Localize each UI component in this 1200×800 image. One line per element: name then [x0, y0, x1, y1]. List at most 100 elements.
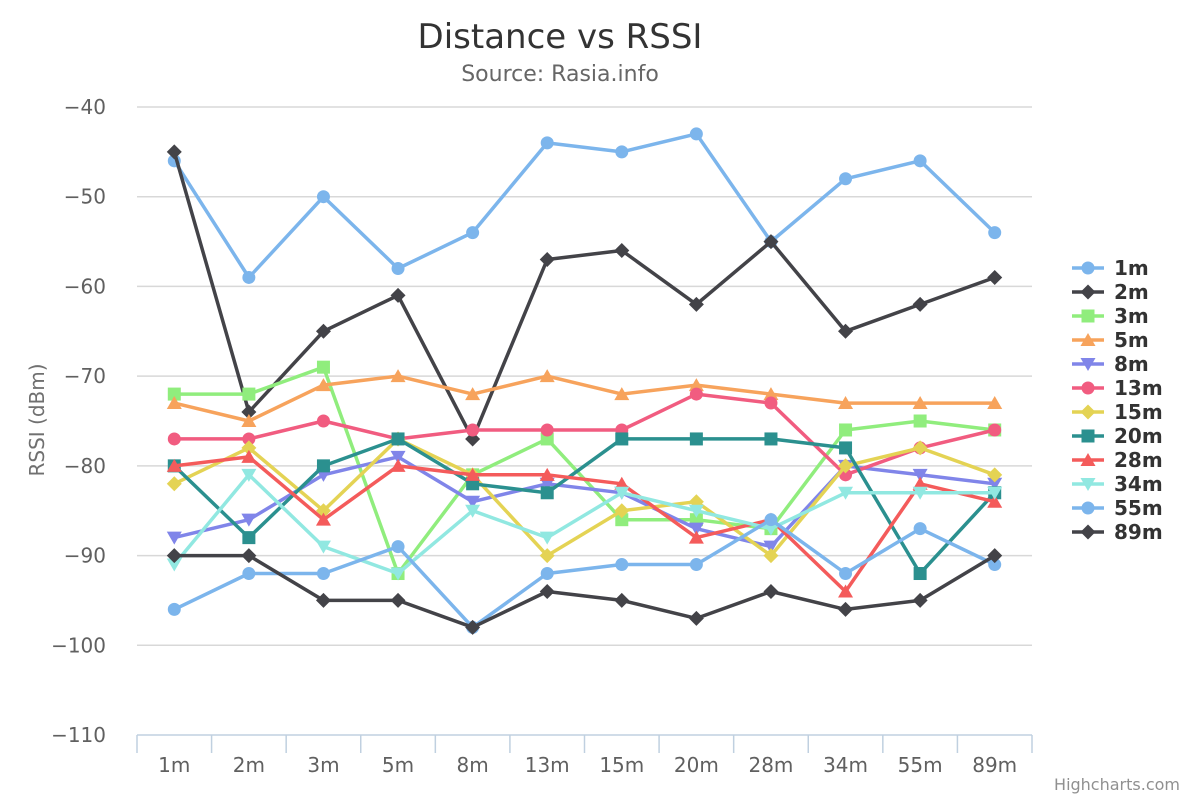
legend-item[interactable]: 8m — [1072, 352, 1149, 376]
data-point[interactable] — [540, 136, 554, 150]
data-point[interactable] — [763, 583, 779, 599]
data-point[interactable] — [390, 287, 406, 303]
data-point[interactable] — [242, 567, 256, 581]
data-point[interactable] — [540, 423, 554, 437]
data-point[interactable] — [241, 513, 257, 527]
data-point[interactable] — [540, 567, 554, 581]
legend-symbol[interactable] — [1080, 333, 1096, 346]
data-point[interactable] — [465, 467, 481, 481]
data-point[interactable] — [166, 531, 182, 545]
data-point[interactable] — [316, 360, 330, 374]
data-point[interactable] — [241, 548, 257, 564]
data-point[interactable] — [390, 567, 406, 581]
data-point[interactable] — [763, 548, 779, 564]
data-point[interactable] — [839, 172, 853, 186]
legend-item[interactable]: 34m — [1072, 472, 1163, 496]
data-point[interactable] — [316, 459, 330, 473]
data-point[interactable] — [688, 610, 704, 626]
data-point[interactable] — [614, 503, 630, 519]
data-point[interactable] — [391, 540, 405, 554]
data-point[interactable] — [390, 369, 406, 383]
data-point[interactable] — [242, 531, 256, 545]
data-point[interactable] — [912, 592, 928, 608]
data-point[interactable] — [391, 432, 405, 446]
data-point[interactable] — [242, 432, 256, 446]
data-point[interactable] — [988, 226, 1002, 240]
data-point[interactable] — [166, 396, 182, 410]
data-point[interactable] — [166, 476, 182, 492]
data-point[interactable] — [539, 467, 555, 481]
data-point[interactable] — [390, 450, 406, 464]
data-point[interactable] — [912, 486, 928, 500]
data-point[interactable] — [987, 269, 1003, 285]
legend-symbol[interactable] — [1080, 404, 1096, 420]
legend-item[interactable]: 5m — [1072, 328, 1149, 352]
data-point[interactable] — [614, 486, 630, 500]
data-point[interactable] — [241, 440, 257, 456]
data-point[interactable] — [466, 226, 480, 240]
data-point[interactable] — [615, 432, 629, 446]
data-point[interactable] — [689, 432, 703, 446]
data-point[interactable] — [987, 548, 1003, 564]
data-point[interactable] — [315, 512, 331, 526]
data-point[interactable] — [763, 522, 779, 536]
data-point[interactable] — [167, 432, 181, 446]
data-point[interactable] — [987, 467, 1003, 483]
legend-item[interactable]: 15m — [1072, 400, 1163, 424]
data-point[interactable] — [987, 494, 1003, 508]
legend-item[interactable]: 20m — [1072, 424, 1163, 448]
data-point[interactable] — [316, 567, 330, 581]
data-point[interactable] — [241, 449, 257, 463]
data-point[interactable] — [465, 387, 481, 401]
legend-item[interactable]: 28m — [1072, 448, 1163, 472]
data-point[interactable] — [540, 432, 554, 446]
legend-item[interactable]: 3m — [1072, 304, 1149, 328]
data-point[interactable] — [913, 567, 927, 581]
data-point[interactable] — [688, 378, 704, 392]
data-point[interactable] — [539, 369, 555, 383]
data-point[interactable] — [688, 522, 704, 536]
data-point[interactable] — [315, 540, 331, 554]
data-point[interactable] — [838, 458, 854, 474]
data-point[interactable] — [166, 458, 182, 472]
data-point[interactable] — [838, 396, 854, 410]
data-point[interactable] — [539, 583, 555, 599]
data-point[interactable] — [315, 378, 331, 392]
data-point[interactable] — [987, 396, 1003, 410]
legend-symbol[interactable] — [1081, 261, 1095, 275]
data-point[interactable] — [466, 423, 480, 437]
data-point[interactable] — [315, 323, 331, 339]
data-point[interactable] — [913, 414, 927, 428]
data-point[interactable] — [688, 504, 704, 518]
data-point[interactable] — [315, 592, 331, 608]
data-point[interactable] — [988, 558, 1002, 572]
legend-symbol[interactable] — [1081, 429, 1095, 443]
data-point[interactable] — [242, 270, 256, 284]
data-point[interactable] — [839, 567, 853, 581]
data-point[interactable] — [539, 252, 555, 268]
data-point[interactable] — [912, 440, 928, 456]
data-point[interactable] — [614, 476, 630, 490]
data-point[interactable] — [614, 387, 630, 401]
legend-symbol[interactable] — [1081, 309, 1095, 323]
data-point[interactable] — [838, 584, 854, 598]
data-point[interactable] — [539, 477, 555, 491]
data-point[interactable] — [763, 234, 779, 250]
data-point[interactable] — [912, 476, 928, 490]
legend-item[interactable]: 13m — [1072, 376, 1163, 400]
data-point[interactable] — [241, 414, 257, 427]
data-point[interactable] — [241, 468, 257, 482]
data-point[interactable] — [763, 387, 779, 401]
data-point[interactable] — [539, 531, 555, 545]
data-point[interactable] — [764, 396, 778, 410]
data-point[interactable] — [391, 261, 405, 275]
data-point[interactable] — [465, 619, 481, 635]
data-point[interactable] — [763, 540, 779, 554]
data-point[interactable] — [764, 432, 778, 446]
data-point[interactable] — [913, 154, 927, 168]
data-point[interactable] — [614, 243, 630, 259]
legend-symbol[interactable] — [1080, 453, 1096, 466]
data-point[interactable] — [615, 513, 629, 527]
data-point[interactable] — [167, 387, 181, 401]
legend-symbol[interactable] — [1080, 478, 1096, 491]
